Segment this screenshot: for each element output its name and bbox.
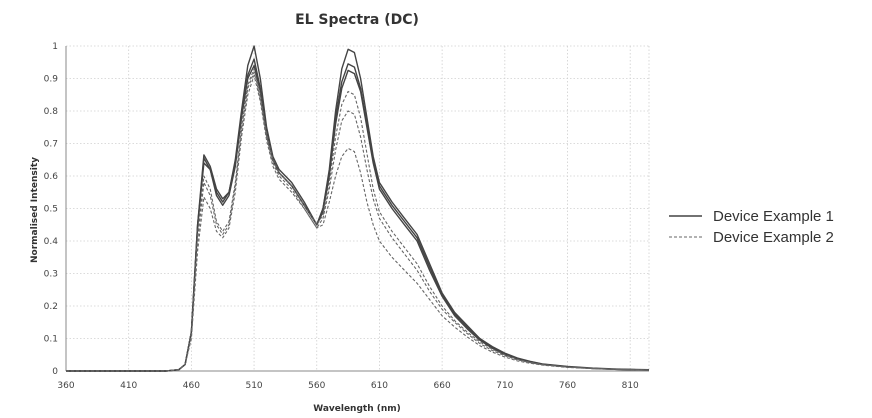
legend-label: Device Example 2 (713, 229, 834, 246)
x-tick-label: 660 (434, 381, 451, 391)
y-tick-label: 0.9 (44, 75, 59, 85)
y-tick-label: 0.2 (44, 302, 58, 312)
series-line-6 (66, 75, 649, 371)
x-axis-ticks: 360 410 460 510 560 610 660 710 760 810 (57, 381, 639, 391)
chart-title: EL Spectra (DC) (295, 12, 419, 28)
legend-label: Device Example 1 (713, 208, 834, 225)
y-tick-label: 0.1 (44, 335, 58, 345)
y-tick-label: 1 (52, 42, 58, 52)
y-tick-label: 0.7 (44, 140, 58, 150)
legend: Device Example 1 Device Example 2 (669, 208, 834, 246)
x-axis-label: Wavelength (nm) (313, 404, 401, 414)
y-tick-label: 0.8 (44, 107, 59, 117)
x-tick-label: 360 (57, 381, 74, 391)
x-tick-label: 460 (183, 381, 200, 391)
y-tick-label: 0 (52, 367, 58, 377)
gridlines (66, 46, 649, 371)
x-tick-label: 810 (622, 381, 639, 391)
x-tick-label: 560 (308, 381, 325, 391)
series-line-5 (66, 72, 649, 371)
x-tick-label: 710 (496, 381, 513, 391)
y-tick-label: 0.3 (44, 270, 58, 280)
y-tick-label: 0.4 (44, 237, 59, 247)
y-tick-label: 0.6 (44, 172, 59, 182)
y-axis-ticks: 0 0.1 0.2 0.3 0.4 0.5 0.6 0.7 0.8 0.9 1 (44, 42, 59, 377)
x-tick-label: 510 (245, 381, 262, 391)
x-tick-label: 610 (371, 381, 388, 391)
x-tick-label: 410 (120, 381, 137, 391)
y-axis-label: Normalised Intensity (30, 157, 40, 263)
x-tick-label: 760 (559, 381, 576, 391)
series-line-4 (66, 69, 649, 371)
chart: EL Spectra (DC) 0 0.1 0.2 0.3 0.4 0.5 0.6 0.7 0.… (0, 0, 872, 418)
y-tick-label: 0.5 (44, 205, 58, 215)
